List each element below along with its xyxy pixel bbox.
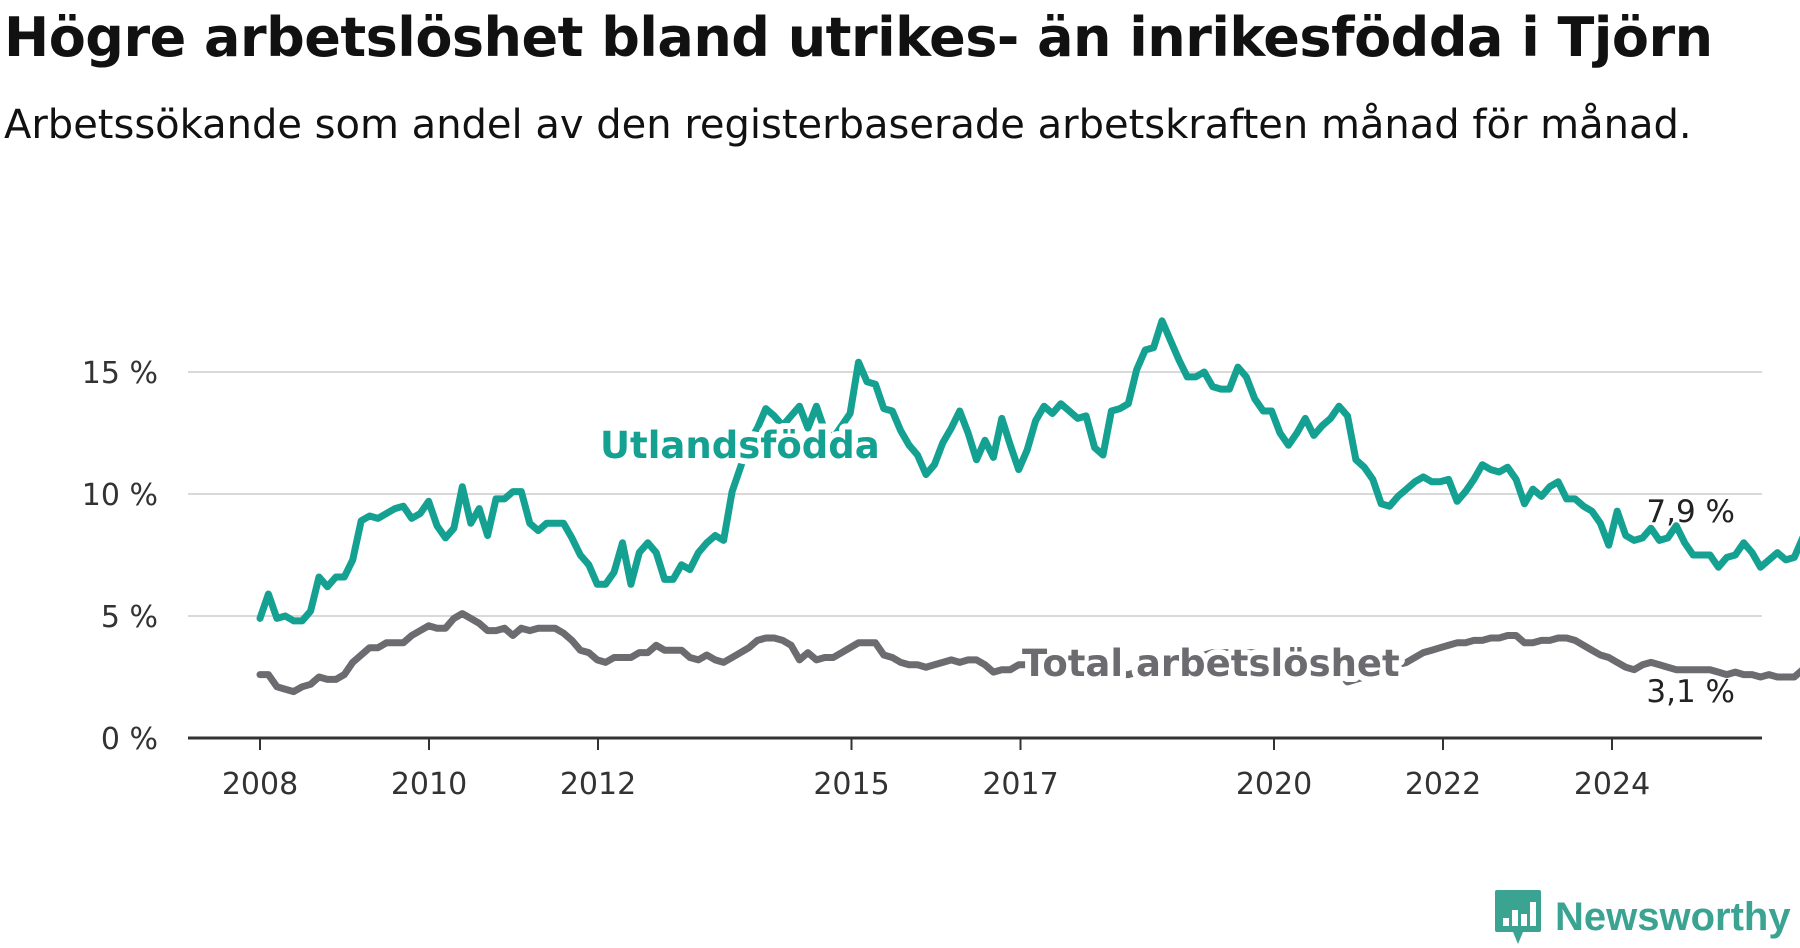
series-line xyxy=(256,610,1800,696)
y-tick-label: 15 % xyxy=(82,356,158,391)
x-tick-label: 2015 xyxy=(813,767,889,802)
y-tick-label: 10 % xyxy=(82,478,158,513)
y-axis-ticks: 0 % 5 % 10 % 15 % xyxy=(82,356,158,757)
series-label-utlandsfodda: Utlandsfödda xyxy=(600,424,880,467)
chart-title: Högre arbetslöshet bland utrikes- än inr… xyxy=(4,6,1713,69)
series-line xyxy=(256,317,1800,625)
y-tick-label: 5 % xyxy=(101,600,158,635)
x-tick-label: 2022 xyxy=(1405,767,1481,802)
x-axis: 2008 2010 2012 2015 2017 2020 2022 2024 xyxy=(188,736,1762,802)
y-tick-label: 0 % xyxy=(101,722,158,757)
x-tick-label: 2008 xyxy=(222,767,298,802)
newsworthy-logo-icon xyxy=(1495,890,1541,944)
end-label-total: 3,1 % xyxy=(1646,674,1735,710)
x-tick-label: 2012 xyxy=(560,767,636,802)
x-tick-label: 2010 xyxy=(391,767,467,802)
x-tick-label: 2017 xyxy=(982,767,1058,802)
series-label-total: Total arbetslöshet xyxy=(1022,642,1400,685)
series-lines xyxy=(256,317,1800,696)
end-markers: 7,9 % 3,1 % xyxy=(1646,494,1735,710)
series-labels: Utlandsfödda Total arbetslöshet xyxy=(594,418,1406,691)
x-tick-label: 2020 xyxy=(1236,767,1312,802)
chart-subtitle: Arbetssökande som andel av den registerb… xyxy=(4,102,1692,148)
brand-name: Newsworthy xyxy=(1555,894,1791,939)
grid-lines xyxy=(188,371,1762,617)
x-tick-label: 2024 xyxy=(1574,767,1650,802)
brand: Newsworthy xyxy=(1493,888,1791,946)
end-label-utlandsfodda: 7,9 % xyxy=(1646,494,1735,530)
